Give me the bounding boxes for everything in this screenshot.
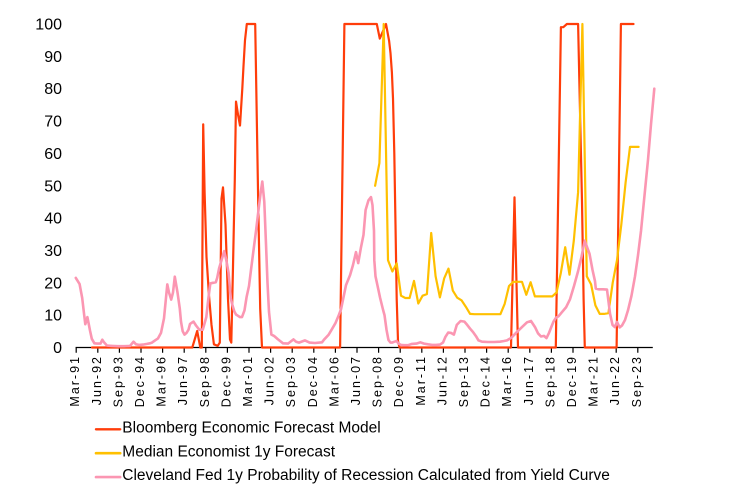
- svg-text:Dec-04: Dec-04: [306, 355, 320, 407]
- svg-text:20: 20: [44, 275, 62, 292]
- svg-text:Sep-18: Sep-18: [543, 355, 557, 407]
- svg-text:Sep-98: Sep-98: [198, 355, 212, 407]
- svg-text:Dec-94: Dec-94: [133, 355, 147, 407]
- svg-text:30: 30: [44, 243, 62, 260]
- svg-text:40: 40: [44, 211, 62, 228]
- svg-text:Jun-22: Jun-22: [608, 355, 622, 405]
- svg-text:Sep-23: Sep-23: [630, 355, 644, 407]
- svg-text:Cleveland Fed 1y Probability o: Cleveland Fed 1y Probability of Recessio…: [122, 467, 610, 484]
- svg-text:Dec-99: Dec-99: [219, 355, 233, 407]
- svg-text:Jun-17: Jun-17: [522, 355, 536, 405]
- svg-text:Dec-14: Dec-14: [479, 355, 493, 407]
- svg-text:0: 0: [53, 340, 62, 357]
- svg-text:Sep-08: Sep-08: [371, 355, 385, 407]
- svg-text:Bloomberg Economic Forecast Mo: Bloomberg Economic Forecast Model: [122, 419, 380, 436]
- svg-text:Mar-06: Mar-06: [327, 355, 341, 407]
- svg-text:50: 50: [44, 178, 62, 195]
- svg-text:Sep-13: Sep-13: [457, 355, 471, 407]
- svg-text:Mar-16: Mar-16: [500, 355, 514, 407]
- svg-text:Mar-91: Mar-91: [68, 355, 82, 407]
- svg-text:Mar-96: Mar-96: [155, 355, 169, 407]
- svg-text:Mar-21: Mar-21: [587, 355, 601, 407]
- svg-text:60: 60: [44, 146, 62, 163]
- svg-text:Jun-12: Jun-12: [435, 355, 449, 405]
- svg-text:90: 90: [44, 49, 62, 66]
- svg-text:Jun-97: Jun-97: [176, 355, 190, 405]
- svg-text:Jun-92: Jun-92: [90, 355, 104, 405]
- svg-text:Sep-93: Sep-93: [111, 355, 125, 407]
- svg-text:Sep-03: Sep-03: [284, 355, 298, 407]
- svg-text:Jun-07: Jun-07: [349, 355, 363, 405]
- svg-text:70: 70: [44, 114, 62, 131]
- svg-text:Dec-19: Dec-19: [565, 355, 579, 407]
- svg-text:Jun-02: Jun-02: [263, 355, 277, 405]
- svg-text:80: 80: [44, 81, 62, 98]
- svg-text:100: 100: [35, 17, 62, 34]
- svg-text:Dec-09: Dec-09: [392, 355, 406, 407]
- svg-text:Median Economist 1y Forecast: Median Economist 1y Forecast: [122, 443, 335, 460]
- svg-text:10: 10: [44, 308, 62, 325]
- svg-text:Mar-11: Mar-11: [414, 355, 428, 406]
- svg-text:Mar-01: Mar-01: [241, 355, 255, 407]
